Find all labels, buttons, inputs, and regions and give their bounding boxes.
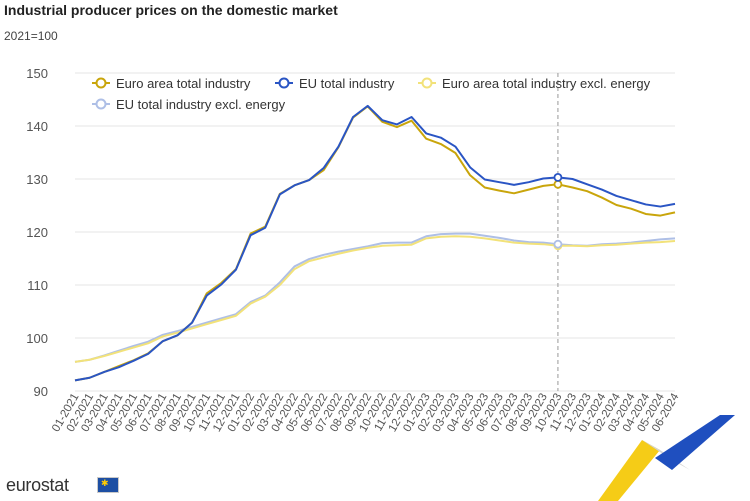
grid-lines — [75, 72, 675, 392]
legend-marker — [421, 77, 433, 89]
legend-item-2[interactable]: Euro area total industry excl. energy — [418, 76, 651, 91]
legend-marker — [95, 77, 107, 89]
chart-subtitle: 2021=100 — [4, 29, 58, 43]
legend-marker — [278, 77, 290, 89]
y-tick-label: 110 — [27, 278, 48, 293]
brand-stripe-yellow — [598, 440, 660, 501]
x-axis-ticks: 01-202102-202103-202104-202105-202106-20… — [50, 391, 682, 434]
y-tick-label: 120 — [26, 225, 48, 240]
legend-marker — [95, 98, 107, 110]
legend-label: EU total industry excl. energy — [116, 97, 286, 112]
legend-label: Euro area total industry — [116, 76, 251, 91]
y-tick-label: 140 — [26, 119, 48, 134]
eurostat-logo: eurostat — [6, 475, 69, 495]
highlight-point-3[interactable] — [553, 239, 563, 249]
y-tick-label: 150 — [26, 66, 48, 81]
y-tick-label: 90 — [34, 384, 48, 399]
highlight-points — [553, 173, 563, 251]
series-line-2[interactable] — [74, 235, 676, 363]
brand-stripe-blue — [655, 415, 735, 470]
series-line-1[interactable] — [74, 104, 676, 382]
chart-title: Industrial producer prices on the domest… — [4, 2, 338, 18]
y-tick-label: 130 — [26, 172, 48, 187]
legend-item-0[interactable]: Euro area total industry — [92, 76, 251, 91]
legend-item-3[interactable]: EU total industry excl. energy — [92, 97, 286, 112]
series-lines — [74, 104, 676, 382]
legend-label: Euro area total industry excl. energy — [442, 76, 651, 91]
legend: Euro area total industry EU total industr… — [92, 76, 651, 112]
highlight-point-1[interactable] — [553, 173, 563, 182]
legend-item-1[interactable]: EU total industry — [275, 76, 395, 91]
y-tick-label: 100 — [26, 331, 48, 346]
eu-flag-icon: ✱ — [97, 477, 119, 493]
legend-label: EU total industry — [299, 76, 395, 91]
y-axis-ticks: 90 100 110 120 130 140 150 — [26, 66, 48, 399]
